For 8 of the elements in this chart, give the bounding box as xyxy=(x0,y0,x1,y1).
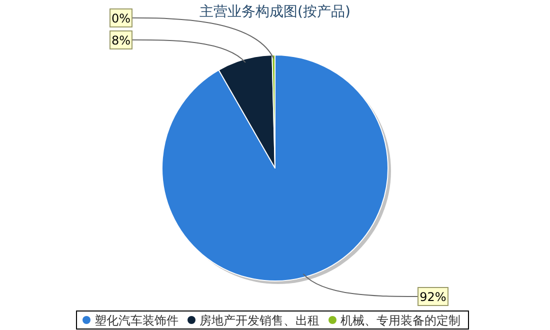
legend-label: 房地产开发销售、出租 xyxy=(200,314,320,328)
data-label: 92% xyxy=(420,290,446,304)
chart-title: 主营业务构成图(按产品) xyxy=(200,4,350,20)
pie-slice xyxy=(162,54,388,282)
data-label: 0% xyxy=(111,11,131,26)
legend-label: 塑化汽车装饰件 xyxy=(94,314,178,328)
legend-label: 机械、专用装备的定制 xyxy=(340,314,460,328)
data-label: 8% xyxy=(111,33,131,48)
